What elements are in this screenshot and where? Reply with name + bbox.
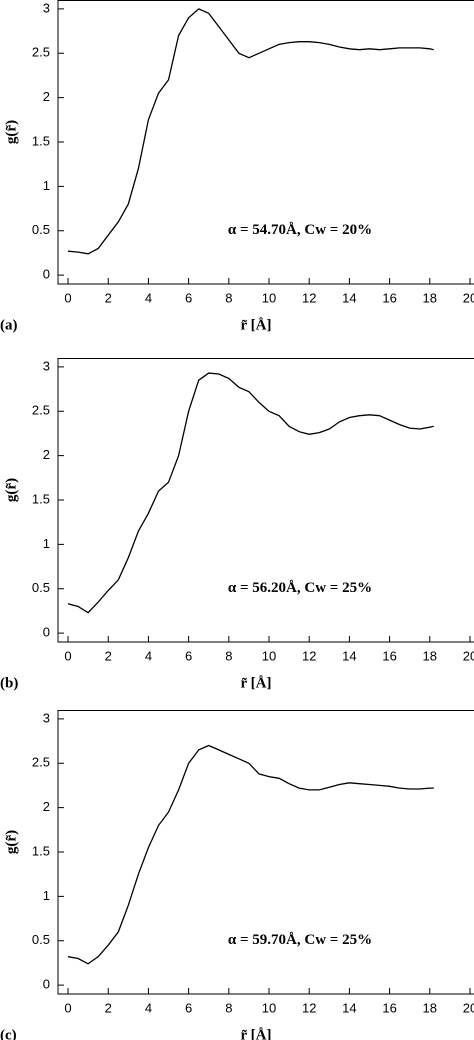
plot-frame bbox=[57, 358, 474, 643]
y-tick-label: 0 bbox=[43, 625, 50, 640]
x-tick-label: 14 bbox=[342, 1000, 356, 1015]
panel-label: (b) bbox=[0, 675, 18, 691]
y-tick-label: 0.5 bbox=[32, 932, 50, 947]
x-tick-label: 14 bbox=[342, 648, 356, 663]
x-axis-label: r̃ [Å] bbox=[241, 1027, 272, 1040]
y-tick-label: 2 bbox=[43, 799, 50, 814]
y-tick-label: 1.5 bbox=[32, 133, 50, 148]
annotation: α = 56.20Å, Cw = 25% bbox=[228, 580, 372, 596]
y-tick-label: 2 bbox=[43, 447, 50, 462]
x-tick-label: 8 bbox=[225, 290, 232, 305]
plot-frame bbox=[57, 0, 474, 285]
x-tick-label: 4 bbox=[145, 290, 152, 305]
y-tick-label: 1.5 bbox=[32, 491, 50, 506]
y-tick-label: 3 bbox=[43, 710, 50, 725]
panel: 0 0.5 1 1.5 2 2.5 3 0 2 4 6 8 10 12 14 16 18 20 r̃ [Å] (a) g… bbox=[0, 0, 474, 333]
x-tick-label: 6 bbox=[185, 1000, 192, 1015]
x-tick-label: 20 bbox=[463, 1000, 474, 1015]
x-tick-label: 16 bbox=[382, 1000, 396, 1015]
y-axis-label: g(r̃) bbox=[3, 478, 19, 502]
x-tick-label: 10 bbox=[262, 648, 276, 663]
x-tick-label: 10 bbox=[262, 290, 276, 305]
y-tick-label: 3 bbox=[43, 358, 50, 373]
x-tick-label: 18 bbox=[423, 648, 437, 663]
x-tick-label: 16 bbox=[382, 648, 396, 663]
panel: 0 0.5 1 1.5 2 2.5 3 0 2 4 6 8 10 12 14 16 18 20 r̃ [Å] (c) g… bbox=[0, 710, 474, 1040]
data-line bbox=[67, 8, 434, 255]
x-tick-label: 12 bbox=[302, 648, 316, 663]
x-tick-label: 14 bbox=[342, 290, 356, 305]
x-tick-label: 4 bbox=[145, 1000, 152, 1015]
panel: 0 0.5 1 1.5 2 2.5 3 0 2 4 6 8 10 12 14 16 18 20 r̃ [Å] (b) g… bbox=[0, 358, 474, 691]
y-axis-label: g(r̃) bbox=[3, 120, 19, 144]
x-axis-label: r̃ [Å] bbox=[241, 317, 272, 333]
x-tick-label: 18 bbox=[423, 1000, 437, 1015]
y-tick-label: 0 bbox=[43, 977, 50, 992]
y-tick-label: 2 bbox=[43, 89, 50, 104]
x-tick-label: 2 bbox=[105, 1000, 112, 1015]
x-tick-label: 0 bbox=[64, 290, 71, 305]
x-tick-label: 6 bbox=[185, 290, 192, 305]
y-tick-label: 1 bbox=[43, 178, 50, 193]
y-tick-label: 2.5 bbox=[32, 403, 50, 418]
y-tick-label: 0.5 bbox=[32, 580, 50, 595]
x-tick-label: 12 bbox=[302, 290, 316, 305]
y-axis-label: g(r̃) bbox=[3, 830, 19, 854]
x-tick-label: 4 bbox=[145, 648, 152, 663]
y-tick-label: 2.5 bbox=[32, 45, 50, 60]
plot-frame bbox=[57, 710, 474, 995]
annotation: α = 59.70Å, Cw = 25% bbox=[228, 932, 372, 948]
x-tick-label: 20 bbox=[463, 648, 474, 663]
data-line bbox=[67, 372, 434, 614]
y-tick-label: 0.5 bbox=[32, 222, 50, 237]
x-axis-label: r̃ [Å] bbox=[241, 675, 272, 691]
x-tick-label: 8 bbox=[225, 1000, 232, 1015]
x-tick-label: 0 bbox=[64, 1000, 71, 1015]
x-tick-label: 8 bbox=[225, 648, 232, 663]
x-tick-label: 12 bbox=[302, 1000, 316, 1015]
y-tick-label: 1 bbox=[43, 536, 50, 551]
annotation: α = 54.70Å, Cw = 20% bbox=[228, 222, 372, 238]
y-tick-label: 1.5 bbox=[32, 843, 50, 858]
x-tick-label: 16 bbox=[382, 290, 396, 305]
x-tick-label: 2 bbox=[105, 290, 112, 305]
y-tick-label: 2.5 bbox=[32, 755, 50, 770]
panel-label: (c) bbox=[0, 1027, 17, 1040]
y-tick-label: 1 bbox=[43, 888, 50, 903]
y-tick-label: 3 bbox=[43, 0, 50, 15]
x-tick-label: 10 bbox=[262, 1000, 276, 1015]
data-line bbox=[67, 744, 434, 965]
x-tick-label: 6 bbox=[185, 648, 192, 663]
x-tick-label: 0 bbox=[64, 648, 71, 663]
panel-label: (a) bbox=[0, 317, 18, 333]
x-tick-label: 18 bbox=[423, 290, 437, 305]
y-tick-label: 0 bbox=[43, 267, 50, 282]
x-tick-label: 20 bbox=[463, 290, 474, 305]
x-tick-label: 2 bbox=[105, 648, 112, 663]
